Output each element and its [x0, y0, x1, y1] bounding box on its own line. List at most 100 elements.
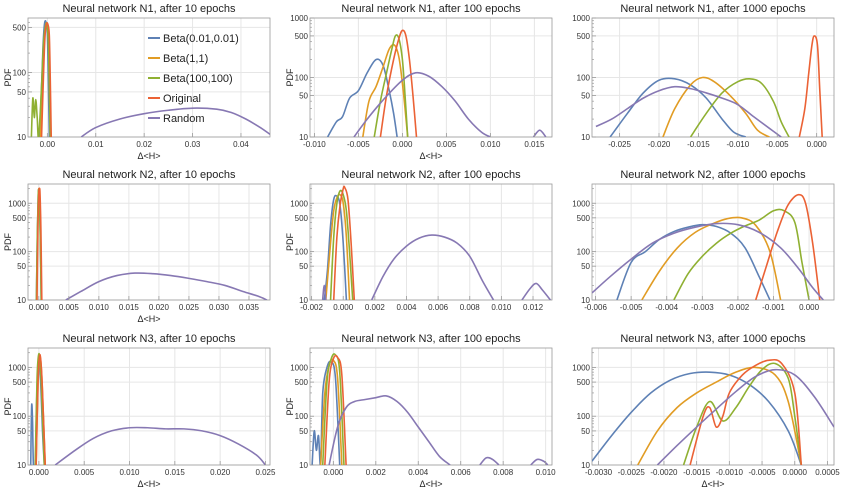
series-line-random: [65, 272, 268, 300]
x-tick-label: 0.004: [396, 303, 417, 312]
plot-frame: [309, 347, 553, 466]
y-tick-label: 100: [13, 69, 27, 78]
plot-frame: [27, 17, 271, 138]
y-tick-label: 500: [13, 214, 27, 223]
y-tick-label: 1000: [290, 363, 308, 372]
y-tick-label: 100: [295, 74, 309, 83]
x-tick-label: -0.0030: [585, 468, 613, 477]
panel-1: 10 50 100 500 0.00 0.01 0.02 0.03 0.04 Neural net…: [3, 3, 271, 161]
y-tick-label: 10: [299, 133, 308, 142]
x-tick-label: 0.000: [392, 140, 413, 149]
plot-frame: [27, 347, 271, 466]
x-tick-label: -0.025: [608, 140, 631, 149]
series-line-random: [656, 368, 834, 465]
panel-title: Neural network N1, after 100 epochs: [341, 3, 521, 15]
series-line-random: [479, 456, 500, 465]
x-tick-label: 0.005: [59, 303, 80, 312]
x-tick-label: 0.02: [136, 140, 152, 149]
y-tick-label: 100: [13, 412, 27, 421]
plot-frame: [309, 183, 553, 301]
x-tick-label: 0.020: [210, 468, 231, 477]
series-line-random: [321, 284, 327, 300]
x-tick-label: 0.010: [89, 303, 110, 312]
panel-7: 10 50 100 500 1000 0.000 0.005 0.010 0.015 0.020 0…: [3, 333, 276, 489]
series-group: [321, 185, 552, 300]
x-tick-label: -0.0025: [618, 468, 646, 477]
y-tick-label: 500: [295, 32, 309, 41]
panel-title: Neural network N3, after 10 epochs: [62, 333, 236, 345]
legend: Beta(0.01,0.01) Beta(1,1) Beta(100,100) Ori…: [148, 33, 239, 125]
panel-8: 10 50 100 500 1000 0.000 0.002 0.004 0.006 0.008 0…: [285, 333, 556, 489]
legend-entry-label: Original: [163, 93, 201, 105]
x-tick-label: 0.020: [149, 303, 170, 312]
y-tick-label: 1000: [290, 199, 308, 208]
y-tick-label: 10: [299, 461, 308, 470]
panel-6: 10 50 100 500 1000 -0.006 -0.005 -0.004 -0.003 -0…: [572, 169, 835, 312]
gridlines: [28, 348, 270, 466]
panel-5: 10 50 100 500 1000 -0.002 0.000 0.002 0.004 0.006…: [285, 169, 553, 312]
x-tick-label: -0.010: [726, 140, 749, 149]
series-line-beta-100-100-: [682, 362, 803, 465]
panel-3: 10 50 100 500 1000 -0.025 -0.020 -0.015 -0.010 -0…: [572, 3, 835, 149]
y-tick-label: 500: [577, 214, 591, 223]
legend-entry-label: Beta(0.01,0.01): [163, 33, 239, 45]
y-tick-label: 1000: [572, 199, 590, 208]
y-tick-label: 500: [577, 32, 591, 41]
x-tick-label: 0.015: [119, 303, 140, 312]
plot-frame: [27, 183, 271, 301]
x-tick-label: -0.003: [691, 303, 714, 312]
x-tick-label: 0.010: [119, 468, 140, 477]
series-line-random: [370, 234, 495, 300]
series-group: [595, 35, 823, 137]
series-line-beta-100-100-: [30, 22, 52, 137]
x-tick-label: -0.0020: [650, 468, 678, 477]
x-tick-label: 0.005: [74, 468, 95, 477]
y-tick-label: 50: [299, 262, 308, 271]
y-tick-label: 500: [295, 214, 309, 223]
y-tick-label: 100: [13, 248, 27, 257]
x-tick-label: 0.008: [460, 303, 481, 312]
x-tick-label: 0.00: [40, 140, 56, 149]
y-tick-label: 100: [577, 74, 591, 83]
y-axis-label: PDF: [3, 397, 13, 416]
series-line-beta-0-01-0-01-: [311, 360, 341, 465]
y-tick-label: 100: [295, 412, 309, 421]
x-tick-label: 0.004: [408, 468, 429, 477]
series-line-original: [332, 185, 356, 300]
x-tick-label: -0.006: [584, 303, 607, 312]
y-axis-label: PDF: [285, 232, 295, 251]
series-line-original: [689, 358, 803, 465]
panel-4: 10 50 100 500 1000 0.000 0.005 0.010 0.015 0.020 0…: [3, 169, 271, 324]
x-tick-label: -0.020: [648, 140, 671, 149]
x-tick-label: 0.03: [185, 140, 201, 149]
panel-title: Neural network N2, after 10 epochs: [62, 169, 236, 181]
panel-title: Neural network N1, after 1000 epochs: [620, 3, 806, 15]
plot-frame: [591, 347, 835, 466]
y-axis-label: PDF: [3, 232, 13, 251]
series-line-beta-0-01-0-01-: [616, 223, 771, 300]
x-tick-label: 0.04: [233, 140, 249, 149]
y-axis-label: PDF: [285, 68, 295, 87]
series-line-original: [798, 35, 823, 137]
y-tick-label: 100: [577, 412, 591, 421]
gridlines: [592, 17, 834, 138]
x-tick-label: 0.0005: [815, 468, 840, 477]
x-tick-label: -0.005: [347, 140, 370, 149]
series-line-original: [40, 21, 53, 137]
y-tick-label: 10: [581, 296, 590, 305]
series-group: [592, 358, 834, 465]
series-line-random: [595, 85, 782, 137]
x-tick-label: 0.025: [255, 468, 276, 477]
x-tick-label: 0.010: [536, 468, 557, 477]
series-line-beta-100-100-: [673, 208, 810, 300]
y-tick-label: 1000: [572, 14, 590, 23]
panel-title: Neural network N2, after 100 epochs: [341, 169, 521, 181]
gridlines: [592, 184, 834, 301]
series-line-original: [36, 187, 43, 300]
x-tick-label: -0.005: [620, 303, 643, 312]
series-line-original: [754, 193, 821, 300]
series-line-random: [521, 282, 552, 300]
x-tick-label: 0.010: [480, 140, 501, 149]
series-line-random: [592, 222, 824, 300]
x-tick-label: -0.005: [766, 140, 789, 149]
